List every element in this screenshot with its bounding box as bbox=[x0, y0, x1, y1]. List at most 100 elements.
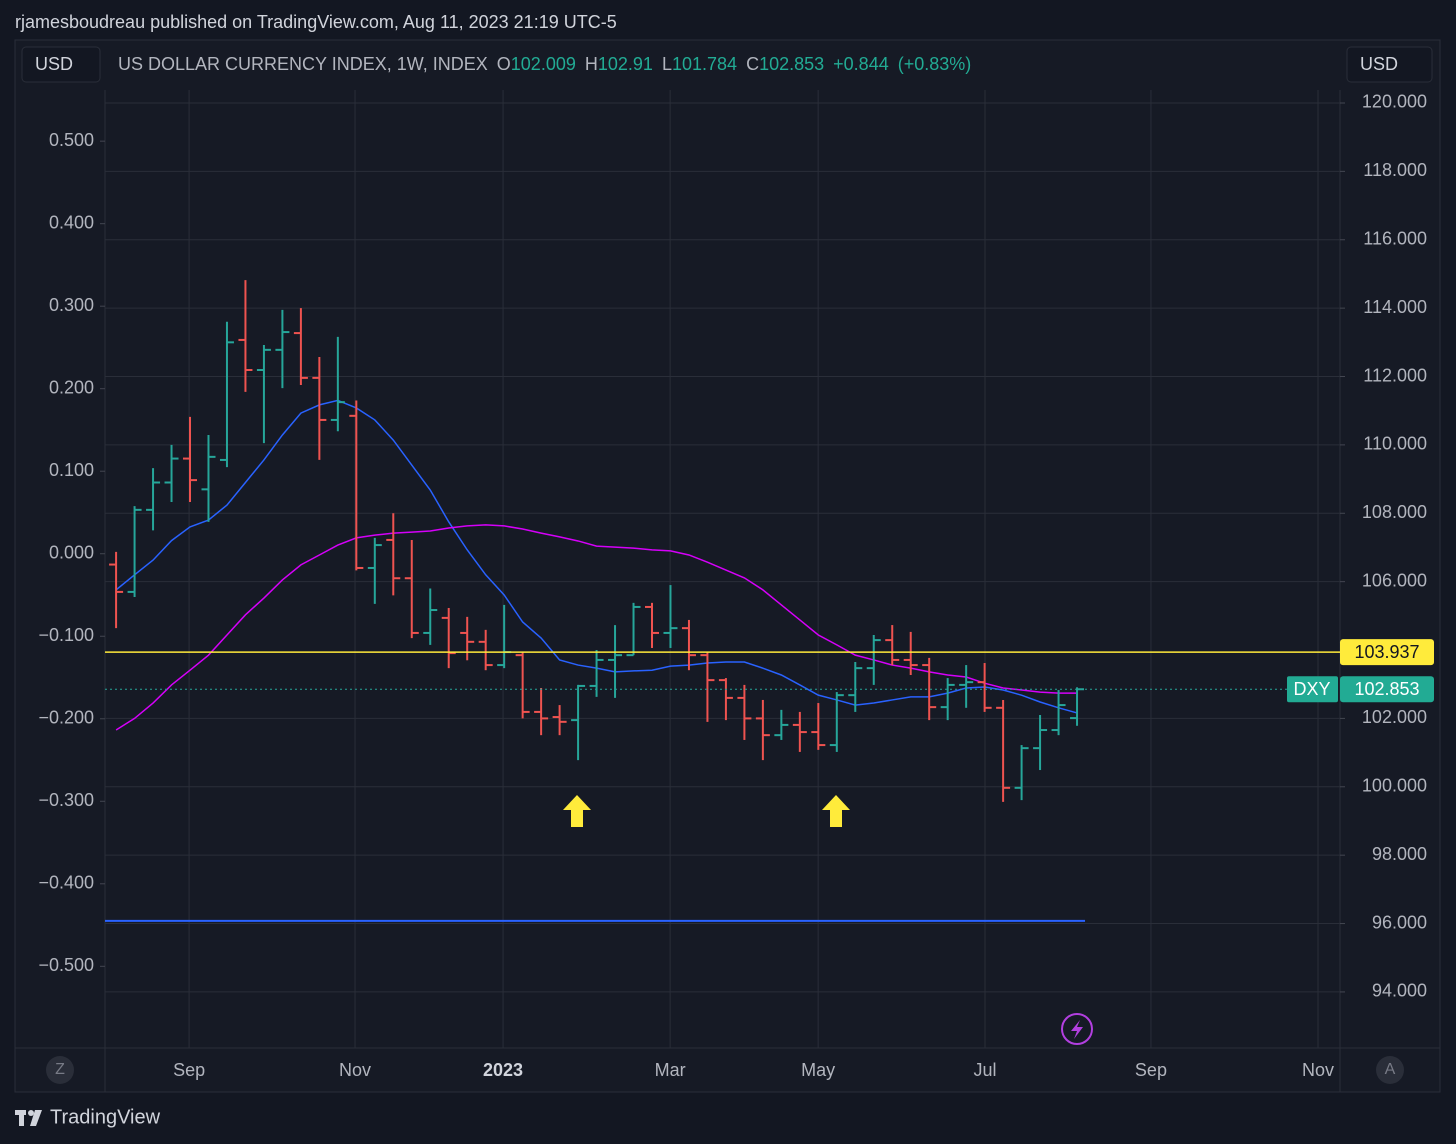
ohlc-value: 102.009 bbox=[511, 54, 576, 74]
ohlc-bar bbox=[534, 687, 549, 736]
arrow-annotation bbox=[563, 795, 591, 827]
ohlc-bar bbox=[755, 699, 770, 761]
y2-tick-label: 0.100 bbox=[49, 460, 94, 480]
price-line-label-box bbox=[1340, 639, 1434, 666]
currency-button[interactable] bbox=[1346, 46, 1433, 83]
ohlc-bar bbox=[146, 468, 161, 531]
y2-tick-label: −0.400 bbox=[38, 873, 94, 893]
ohlc-bar bbox=[404, 539, 419, 639]
y-tick-label: 100.000 bbox=[1362, 776, 1427, 796]
ohlc-bar bbox=[386, 513, 401, 596]
x-tick-label: Jul bbox=[973, 1060, 996, 1080]
ohlc-bar bbox=[996, 699, 1011, 802]
ohlc-bar bbox=[256, 345, 271, 444]
y-tick-label: 120.000 bbox=[1362, 92, 1427, 112]
last-price-box bbox=[1340, 676, 1434, 703]
grid bbox=[105, 90, 1340, 1048]
ohlc-value: 102.853 bbox=[759, 54, 824, 74]
y-tick-label: 114.000 bbox=[1363, 297, 1427, 317]
ohlc-bar bbox=[792, 711, 807, 752]
x-tick-label: Nov bbox=[339, 1060, 371, 1080]
alert-icon[interactable] bbox=[1061, 1013, 1093, 1045]
ohlc-bar bbox=[183, 416, 198, 502]
change: +0.844 bbox=[833, 54, 889, 74]
brand-logo bbox=[15, 1110, 42, 1126]
ohlc-bar bbox=[608, 625, 623, 698]
x-tick-label: Nov bbox=[1302, 1060, 1334, 1080]
ohlc-bar bbox=[922, 657, 937, 721]
ohlc-bar bbox=[940, 678, 955, 721]
ohlc-letter: O bbox=[497, 54, 511, 74]
y2-tick-label: 0.200 bbox=[49, 377, 94, 397]
ohlc-bar bbox=[349, 400, 364, 571]
ohlc-bar bbox=[885, 625, 900, 666]
author-line: rjamesboudreau published on TradingView.… bbox=[15, 12, 617, 32]
alert-icon-bolt bbox=[1071, 1020, 1083, 1039]
ohlc-letter: H bbox=[585, 54, 598, 74]
y-tick-label: 96.000 bbox=[1372, 912, 1427, 932]
ohlc-bar bbox=[219, 321, 234, 468]
y2-tick-label: 0.500 bbox=[49, 130, 94, 150]
ohlc-value: 102.91 bbox=[598, 54, 653, 74]
scale-button-label: A bbox=[1385, 1061, 1396, 1078]
scale-button[interactable] bbox=[1376, 1056, 1404, 1084]
plot-area: Sep Nov 2023 Mar May Jul Sep Nov 120.000 118.000 1… bbox=[38, 90, 1434, 1080]
y2-tick-label: −0.200 bbox=[38, 708, 94, 728]
chart-title: US DOLLAR CURRENCY INDEX, 1W, INDEX bbox=[118, 54, 488, 74]
y2-tick-label: 0.000 bbox=[49, 542, 94, 562]
y-tick-label: 102.000 bbox=[1362, 707, 1427, 727]
ohlc-bar bbox=[644, 602, 659, 648]
y2-tick-label: −0.500 bbox=[38, 955, 94, 975]
y-tick-label: 110.000 bbox=[1363, 434, 1427, 454]
ohlc-bar bbox=[829, 692, 844, 752]
last-price-label: 102.853 bbox=[1354, 679, 1419, 699]
x-tick-label: 2023 bbox=[483, 1060, 523, 1080]
ohlc-bar bbox=[515, 652, 530, 719]
ohlc-bar bbox=[552, 705, 567, 736]
chart-panel bbox=[14, 39, 1441, 1093]
y-tick-label: 106.000 bbox=[1362, 570, 1427, 590]
ohlc-bar bbox=[1033, 714, 1048, 771]
y-tick-label: 108.000 bbox=[1362, 502, 1427, 522]
ohlc-bar bbox=[903, 631, 918, 675]
ohlc-bar bbox=[367, 537, 382, 604]
ohlc-bar bbox=[109, 551, 124, 629]
ohlc-bar bbox=[626, 602, 641, 657]
ohlc-bar bbox=[737, 684, 752, 740]
moving-average-line bbox=[115, 524, 1078, 731]
ohlc-bar bbox=[700, 652, 715, 722]
symbol-label-box bbox=[1287, 676, 1338, 703]
ohlc-bar bbox=[681, 619, 696, 671]
scale-button[interactable] bbox=[46, 1056, 74, 1084]
symbol-label: DXY bbox=[1293, 679, 1330, 699]
change-percent: (+0.83%) bbox=[898, 54, 972, 74]
ohlc-bar bbox=[330, 336, 345, 432]
ohlc-bar bbox=[959, 665, 974, 708]
ohlc-bar bbox=[718, 678, 733, 721]
arrow-annotation bbox=[822, 795, 850, 827]
ohlc-bar bbox=[478, 629, 493, 671]
x-tick-label: Sep bbox=[173, 1060, 205, 1080]
x-tick-label: Mar bbox=[655, 1060, 686, 1080]
y-tick-label: 112.000 bbox=[1363, 365, 1427, 385]
ohlc-letter: L bbox=[662, 54, 672, 74]
y2-tick-label: 0.400 bbox=[49, 212, 94, 232]
ohlc-bar bbox=[312, 357, 327, 460]
ohlc-value: 101.784 bbox=[672, 54, 737, 74]
y-tick-label: 98.000 bbox=[1372, 844, 1427, 864]
ohlc-bar bbox=[1014, 745, 1029, 801]
x-tick-label: May bbox=[801, 1060, 835, 1080]
ohlc-bar bbox=[866, 634, 881, 685]
ohlc-bar bbox=[811, 703, 826, 750]
ohlc-bar bbox=[774, 709, 789, 740]
ohlc-bar bbox=[275, 309, 290, 389]
brand: TradingView bbox=[50, 1106, 161, 1128]
y-tick-label: 118.000 bbox=[1363, 160, 1427, 180]
ohlc-bar bbox=[293, 308, 308, 386]
ohlc-bar bbox=[238, 280, 253, 392]
ohlc-bar bbox=[848, 661, 863, 712]
currency-button[interactable] bbox=[21, 46, 101, 83]
currency-label: USD bbox=[1360, 54, 1398, 74]
ohlc-bar bbox=[441, 607, 456, 669]
